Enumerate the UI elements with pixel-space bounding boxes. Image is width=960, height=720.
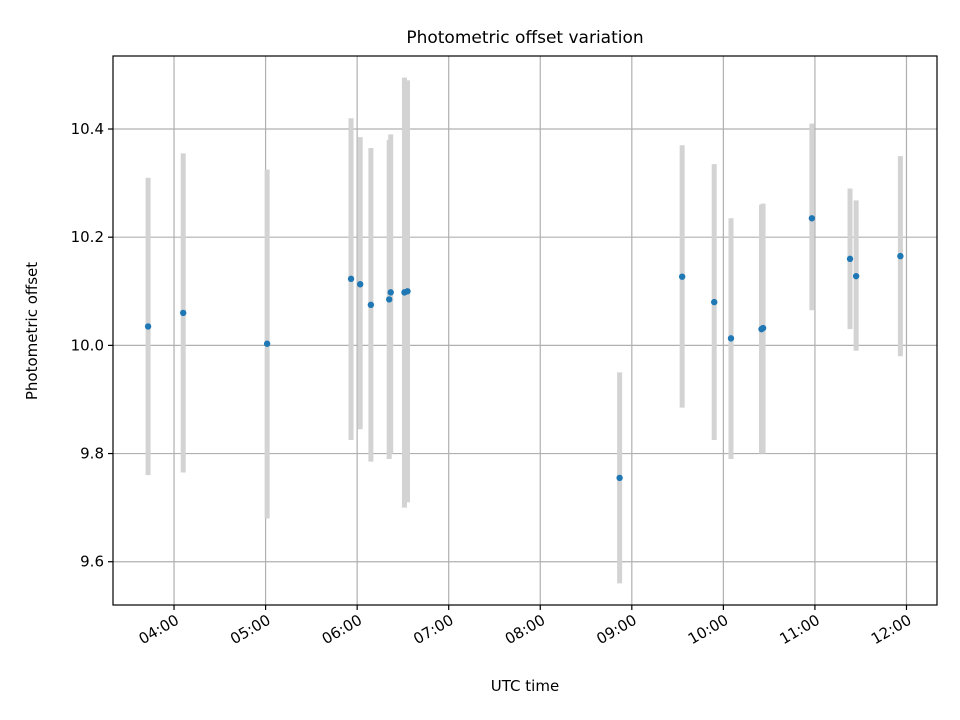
data-point	[367, 301, 375, 309]
data-point	[616, 474, 623, 482]
x-tick-label: 04:00	[136, 611, 182, 648]
plot-frame	[112, 55, 938, 606]
grid-lines	[113, 56, 937, 605]
data-point	[897, 252, 904, 260]
x-tick-label: 05:00	[227, 611, 273, 648]
x-tick-label: 08:00	[502, 611, 548, 648]
x-tick-label: 07:00	[410, 611, 456, 648]
chart-title: Photometric offset variation	[406, 28, 643, 48]
y-tick-label: 9.6	[80, 553, 104, 571]
data-point	[144, 323, 152, 330]
data-point	[357, 281, 364, 288]
data-point	[263, 340, 271, 347]
x-tick-label: 12:00	[868, 611, 914, 648]
data-point	[678, 273, 686, 280]
x-tick-label: 09:00	[593, 611, 639, 648]
data-point	[759, 324, 767, 332]
y-tick-label: 10.4	[71, 120, 104, 138]
y-axis-ticks: 9.6 9.8 10.0 10.2 10.4	[71, 120, 113, 571]
x-tick-label: 10:00	[685, 611, 731, 648]
data-points	[144, 215, 904, 482]
data-point	[808, 215, 816, 222]
error-bars	[145, 77, 903, 584]
data-point	[347, 275, 355, 283]
data-point	[727, 335, 735, 342]
data-point	[846, 255, 854, 263]
data-point	[179, 309, 187, 317]
data-point	[387, 289, 394, 296]
y-tick-label: 10.0	[71, 336, 104, 354]
y-tick-label: 10.2	[71, 228, 104, 246]
data-point	[852, 272, 860, 280]
x-axis-ticks: 04:00 05:00 06:00 07:00 08:00 09:00 10:00 11:00…	[136, 605, 914, 648]
data-point	[385, 296, 393, 303]
x-axis-label: UTC time	[491, 677, 559, 695]
x-tick-label: 11:00	[776, 611, 822, 648]
data-point	[711, 298, 718, 306]
y-tick-label: 9.8	[80, 445, 104, 463]
data-point	[404, 288, 411, 295]
y-axis-label: Photometric offset	[23, 262, 41, 400]
x-tick-label: 06:00	[319, 611, 365, 648]
